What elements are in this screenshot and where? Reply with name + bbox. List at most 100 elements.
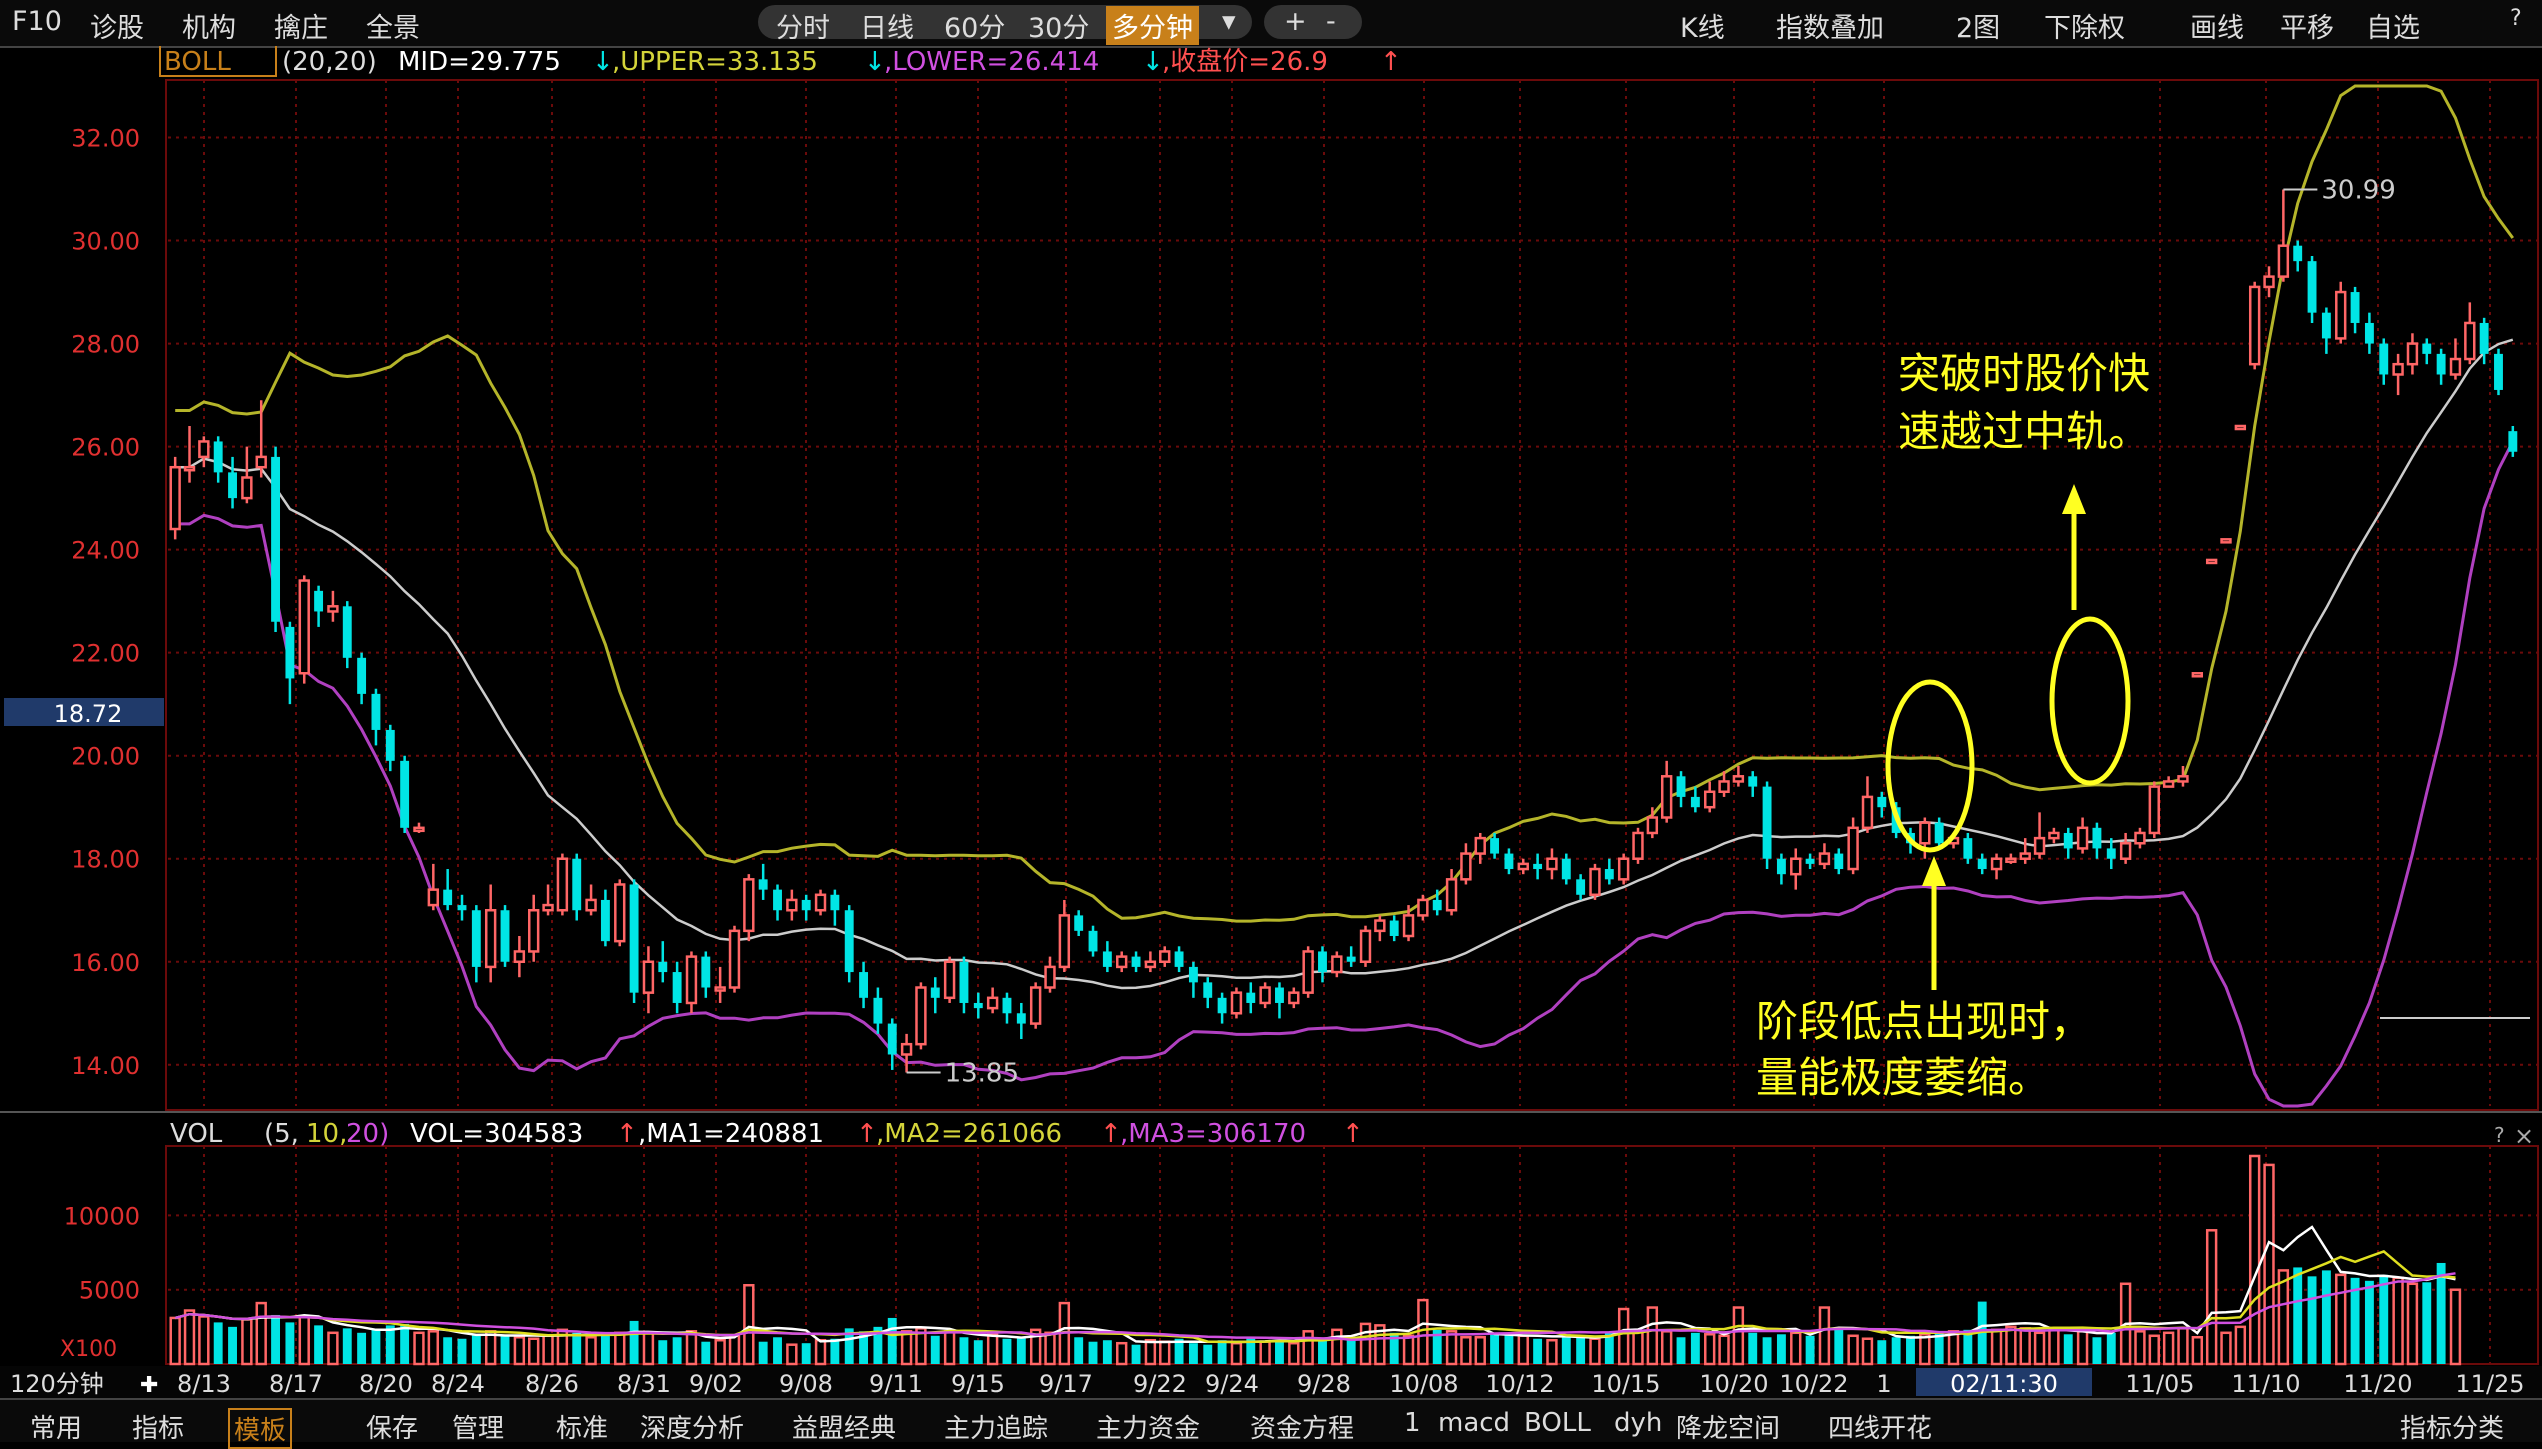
tab-60min[interactable]: 60分 — [944, 13, 1006, 44]
zoom-in-button[interactable]: + — [1284, 6, 1307, 37]
two-chart-menu[interactable]: 2图 — [1956, 13, 2001, 44]
volume-bar — [2148, 1334, 2160, 1366]
candle-body — [1331, 955, 1343, 974]
time-tick-label: 8/31 — [617, 1370, 671, 1398]
time-tick-label: 10/15 — [1591, 1370, 1660, 1398]
volume-bar — [1891, 1337, 1901, 1364]
volume-bar — [642, 1331, 655, 1366]
candle-body — [2177, 775, 2189, 783]
candle-body — [169, 465, 181, 531]
tab-one[interactable]: 1 — [1404, 1408, 1421, 1438]
common-menu[interactable]: 常用 — [30, 1414, 83, 1444]
boll-indicator-label[interactable]: BOLL — [164, 47, 231, 77]
candle-body — [2076, 826, 2089, 850]
tab-main-force-tracking[interactable]: 主力追踪 — [944, 1414, 1049, 1444]
tab-intraday[interactable]: 分时 — [776, 13, 830, 44]
tab-deep-analysis[interactable]: 深度分析 — [640, 1414, 745, 1444]
institution-button[interactable]: 机构 — [182, 13, 236, 44]
indicator-category-button[interactable]: 指标分类 — [2400, 1414, 2505, 1444]
volume-bar — [801, 1343, 811, 1364]
period-label[interactable]: 120分钟 — [10, 1370, 104, 1398]
pane-close-icon[interactable]: × — [2514, 1122, 2534, 1150]
template-menu[interactable]: 模板 — [228, 1408, 293, 1449]
vol-indicator-label[interactable]: VOL — [170, 1119, 223, 1149]
kline-menu[interactable]: K线 — [1680, 13, 1725, 44]
banker-button[interactable]: 擒庄 — [274, 13, 328, 44]
tab-multi-minute[interactable]: 多分钟 — [1106, 6, 1199, 45]
chevron-down-icon[interactable]: ▾ — [1222, 6, 1236, 37]
tab-dragon-space[interactable]: 降龙空间 — [1676, 1414, 1781, 1444]
tab-standard[interactable]: 标准 — [556, 1414, 609, 1444]
tab-capital-equation[interactable]: 资金方程 — [1250, 1414, 1355, 1444]
candle-body — [2406, 342, 2419, 366]
tab-four-line-bloom[interactable]: 四线开花 — [1828, 1414, 1933, 1444]
price-tick-label: 30.00 — [71, 228, 140, 256]
index-overlay-menu[interactable]: 指数叠加 — [1776, 13, 1884, 44]
candle-body — [1533, 863, 1543, 870]
save-button[interactable]: 保存 — [366, 1414, 419, 1444]
time-tick-label: 11/25 — [2455, 1370, 2524, 1398]
help-icon[interactable]: ? — [2510, 6, 2522, 31]
candle-body — [1432, 899, 1442, 911]
candle-body — [915, 986, 927, 1046]
tab-30min[interactable]: 30分 — [1028, 13, 1090, 44]
tab-daily[interactable]: 日线 — [860, 13, 914, 44]
candle-body — [1617, 857, 1630, 881]
volume-bar — [1102, 1340, 1112, 1364]
volume-bar — [1044, 1331, 1056, 1366]
candle-body — [2335, 290, 2347, 340]
tab-boll[interactable]: BOLL — [1524, 1408, 1591, 1438]
volume-bar — [714, 1338, 726, 1366]
volume-bar — [1546, 1338, 1558, 1366]
volume-bar — [859, 1331, 869, 1364]
candle-body — [2392, 362, 2404, 376]
candle-body — [2508, 431, 2518, 452]
indicator-menu[interactable]: 指标 — [132, 1414, 185, 1444]
volume-bar — [183, 1309, 196, 1366]
watchlist-button[interactable]: 自选 — [2366, 13, 2420, 44]
pane-help-icon[interactable]: ? — [2494, 1123, 2505, 1147]
volume-bar — [2005, 1325, 2017, 1366]
draw-line-button[interactable]: 画线 — [2190, 13, 2244, 44]
candle-body — [1374, 919, 1386, 933]
volume-bar — [844, 1328, 854, 1364]
candle-body — [2321, 312, 2331, 339]
ex-rights-menu[interactable]: 下除权 — [2044, 13, 2125, 44]
volume-bar — [2293, 1267, 2303, 1364]
candle-body — [701, 956, 711, 988]
tab-macd[interactable]: macd — [1438, 1408, 1511, 1438]
volume-bar — [2205, 1229, 2218, 1366]
period-toggle-icon[interactable]: ✚ — [140, 1373, 158, 1398]
panorama-button[interactable]: 全景 — [366, 13, 420, 44]
boll-upper-line — [175, 84, 2515, 923]
boll-params: (20,20) — [282, 47, 377, 77]
candle-body — [600, 899, 610, 942]
tab-dyh[interactable]: dyh — [1614, 1408, 1663, 1438]
volume-bar — [1144, 1338, 1157, 1366]
volume-ma10-line — [174, 1249, 2456, 1344]
f10-button[interactable]: F10 — [12, 6, 62, 37]
candle-body — [471, 910, 481, 967]
volume-bar — [371, 1329, 381, 1364]
volume-bar — [2191, 1336, 2204, 1366]
manage-button[interactable]: 管理 — [452, 1414, 505, 1444]
tab-main-force-capital[interactable]: 主力资金 — [1096, 1414, 1201, 1444]
diagnose-button[interactable]: 诊股 — [90, 13, 144, 44]
volume-bar — [2392, 1276, 2404, 1366]
candle-body — [2277, 244, 2290, 278]
candle-body — [1445, 878, 1458, 912]
candle-body — [1402, 914, 1415, 938]
volume-bar — [255, 1301, 267, 1366]
zoom-out-button[interactable]: - — [1326, 6, 1336, 37]
candle-body — [801, 899, 811, 911]
candle-body — [1474, 836, 1486, 855]
candle-body — [1718, 780, 1730, 794]
volume-bar — [400, 1323, 410, 1364]
candle-body — [1704, 790, 1716, 809]
candle-body — [2494, 353, 2503, 390]
candle-body — [1546, 857, 1558, 871]
volume-bar — [1331, 1328, 1343, 1366]
tab-classic[interactable]: 益盟经典 — [792, 1414, 897, 1444]
pan-button[interactable]: 平移 — [2280, 13, 2334, 44]
time-tick-label: 10/20 — [1699, 1370, 1768, 1398]
